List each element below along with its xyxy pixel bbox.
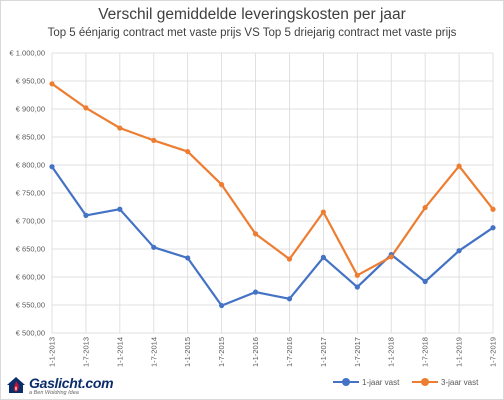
y-tick-label: € 700,00 [16,217,45,226]
logo-tagline: a Ben Woldring Idea [29,390,79,396]
data-point-series-2 [422,204,428,211]
data-point-series-2 [456,163,462,169]
y-tick-label: € 500,00 [16,329,45,338]
x-tick-label: 1-1-2017 [319,337,328,367]
gridlines [51,52,494,334]
data-point-series-1 [252,289,259,295]
x-tick-label: 1-7-2014 [149,337,158,367]
x-tick-label: 1-1-2018 [387,337,396,367]
data-point-series-1 [354,284,360,290]
logo-name: Gaslicht.com [29,375,114,391]
x-tick-label: 1-7-2019 [489,337,498,367]
y-tick-label: € 1.000,00 [10,49,45,58]
data-point-series-2 [117,125,123,131]
x-axis-ticks: 1-1-2013 1-7-2013 1-1-2014 1-7-2014 1-1-2015… [48,337,498,367]
y-tick-label: € 750,00 [16,189,45,198]
data-point-series-2 [388,254,394,260]
data-point-series-1 [219,302,225,309]
x-tick-label: 1-1-2013 [48,337,57,367]
x-tick-label: 1-1-2015 [183,337,192,367]
x-tick-label: 1-7-2013 [81,337,90,367]
x-tick-label: 1-7-2015 [217,337,226,367]
legend-item-1-jaar: 1-jaar vast [333,378,399,387]
house-flame-icon [7,377,25,393]
data-point-series-2 [354,272,360,278]
data-point-series-1 [49,164,55,170]
data-point-series-1 [151,244,157,250]
y-tick-label: € 950,00 [16,77,45,86]
x-tick-label: 1-1-2016 [251,337,260,367]
data-point-series-1 [456,248,462,254]
data-point-series-1 [490,225,496,231]
data-point-series-1 [320,254,326,260]
legend-label-3-jaar: 3-jaar vast [441,378,479,387]
y-tick-label: € 800,00 [16,161,45,170]
data-point-series-2 [151,137,157,143]
legend-swatch-3-jaar [412,378,438,387]
chart-subtitle: Top 5 éénjarig contract met vaste prijs … [47,27,457,39]
data-point-series-1 [83,212,89,218]
data-point-series-1 [422,278,428,285]
x-tick-label: 1-1-2014 [115,337,124,367]
series-line-1 [51,166,494,307]
gaslicht-logo[interactable]: Gaslicht.com a Ben Woldring Idea [6,375,114,397]
data-point-series-1 [286,296,293,302]
y-tick-label: € 600,00 [16,273,45,282]
data-point-series-1 [117,206,123,212]
x-tick-label: 1-1-2019 [455,337,464,367]
x-tick-label: 1-7-2017 [353,337,362,367]
legend-label-1-jaar: 1-jaar vast [362,378,400,387]
chart-title: Verschil gemiddelde leveringskosten per … [98,6,406,23]
series-points [49,81,496,309]
y-tick-label: € 650,00 [16,245,45,254]
y-tick-label: € 550,00 [16,301,45,310]
y-tick-label: € 850,00 [16,133,45,142]
data-point-series-2 [185,148,191,155]
data-point-series-2 [49,81,55,87]
data-point-series-2 [320,209,326,215]
data-point-series-2 [490,206,496,212]
y-tick-label: € 900,00 [16,105,45,114]
data-point-series-1 [185,255,191,261]
data-point-series-2 [286,256,293,262]
series-lines [51,82,494,307]
x-tick-label: 1-7-2016 [285,337,294,367]
data-point-series-2 [219,182,225,188]
data-point-series-2 [252,231,259,237]
y-axis-ticks: € 500,00 € 550,00 € 600,00 € 650,00 € 700,00… [10,49,45,338]
x-tick-label: 1-7-2018 [421,337,430,367]
series-line-2 [51,82,494,277]
legend-item-3-jaar: 3-jaar vast [412,378,478,387]
data-point-series-2 [83,105,89,111]
legend-swatch-1-jaar [333,378,359,387]
